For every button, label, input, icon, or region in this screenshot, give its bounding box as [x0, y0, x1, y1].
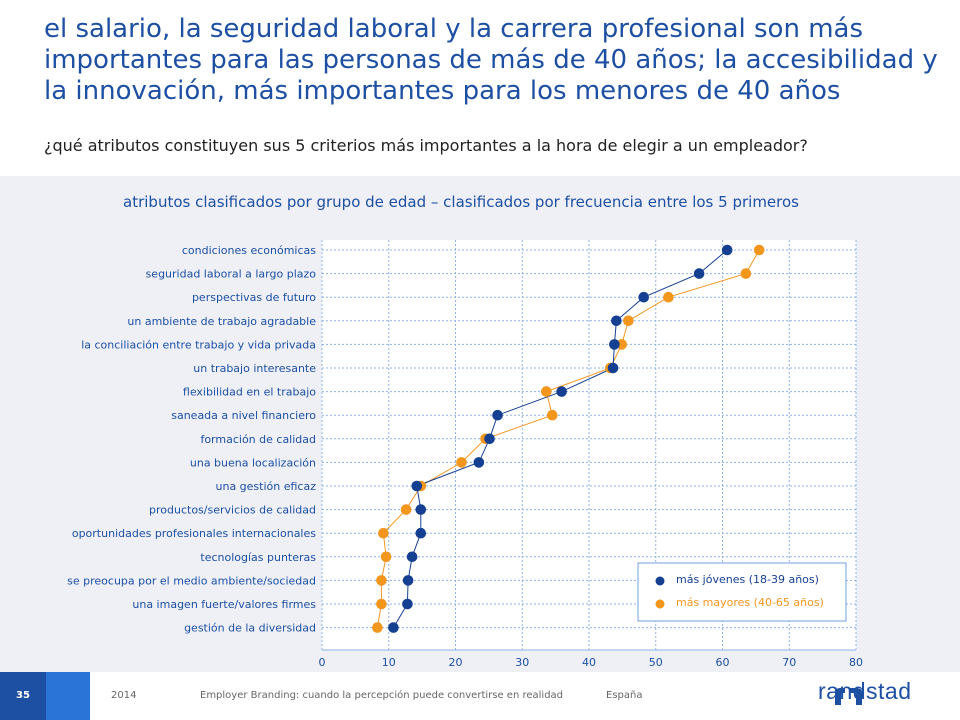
- category-label: una imagen fuerte/valores firmes: [132, 598, 316, 611]
- x-tick-label: 50: [649, 656, 663, 669]
- data-point-series-0: [415, 504, 427, 515]
- data-point-series-1: [378, 527, 389, 539]
- data-point-series-0: [411, 480, 423, 492]
- category-label: formación de calidad: [200, 433, 316, 446]
- data-point-series-1: [372, 622, 383, 633]
- category-label: una buena localización: [190, 456, 316, 469]
- data-point-series-1: [380, 551, 392, 563]
- category-label: tecnologías punteras: [200, 551, 316, 564]
- x-tick-label: 40: [582, 656, 596, 669]
- category-label: productos/servicios de calidad: [149, 504, 316, 517]
- page-title: el salario, la seguridad laboral y la ca…: [44, 14, 938, 106]
- x-tick-label: 20: [449, 656, 463, 669]
- category-label: oportunidades profesionales internaciona…: [72, 527, 316, 540]
- data-point-series-0: [473, 457, 485, 468]
- data-point-series-0: [415, 527, 427, 539]
- data-point-series-1: [740, 268, 752, 279]
- category-label: condiciones económicas: [182, 244, 316, 257]
- x-tick-label: 80: [849, 656, 863, 669]
- data-point-series-1: [456, 457, 467, 468]
- category-label: un trabajo interesante: [193, 362, 316, 375]
- x-tick-label: 10: [382, 656, 396, 669]
- data-point-series-1: [540, 386, 552, 397]
- dot-plot-chart: 0 10 20 30 40 50 60 70 80 condiciones económicas s…: [67, 240, 863, 669]
- data-point-series-0: [607, 362, 619, 374]
- category-label: se preocupa por el medio ambiente/socied…: [67, 574, 316, 587]
- x-tick-label: 30: [515, 656, 529, 669]
- page-subtitle: ¿qué atributos constituyen sus 5 criteri…: [44, 136, 808, 155]
- footer: [0, 672, 960, 720]
- category-label: saneada a nivel financiero: [171, 409, 316, 422]
- x-tick-label: 60: [716, 656, 730, 669]
- data-point-series-1: [663, 291, 674, 303]
- chart-title: atributos clasificados por grupo de edad…: [123, 193, 799, 211]
- data-point-series-0: [556, 386, 567, 397]
- footer-text: Employer Branding: cuando la percepción …: [200, 690, 564, 701]
- legend-label-1: más mayores (40-65 años): [676, 596, 824, 609]
- category-label: flexibilidad en el trabajo: [183, 386, 316, 399]
- legend-marker-1: [655, 599, 665, 609]
- category-label: seguridad laboral a largo plazo: [146, 268, 317, 281]
- category-label: un ambiente de trabajo agradable: [127, 315, 316, 328]
- data-point-series-0: [721, 244, 733, 256]
- category-label: gestión de la diversidad: [184, 622, 316, 635]
- x-tick-label: 0: [319, 656, 326, 669]
- data-point-series-0: [638, 291, 650, 303]
- data-point-series-1: [376, 598, 387, 610]
- category-label: una gestión eficaz: [216, 480, 317, 493]
- data-point-series-0: [402, 575, 414, 586]
- data-point-series-0: [611, 315, 622, 327]
- footer-country: España: [606, 690, 643, 701]
- category-label: perspectivas de futuro: [192, 291, 316, 304]
- legend-box: [637, 562, 847, 622]
- randstad-logo-icon: [835, 688, 862, 705]
- data-point-series-1: [753, 244, 765, 256]
- footer-year: 2014: [111, 690, 137, 701]
- data-point-series-0: [609, 339, 620, 350]
- category-label: la conciliación entre trabajo y vida pri…: [81, 338, 316, 351]
- data-point-series-1: [623, 315, 634, 327]
- data-point-series-0: [693, 268, 705, 279]
- x-tick-label: 70: [782, 656, 796, 669]
- data-point-series-0: [402, 598, 413, 610]
- data-point-series-1: [376, 575, 387, 586]
- data-point-series-0: [492, 409, 503, 421]
- data-point-series-0: [406, 551, 418, 563]
- footer-accent-bar: [46, 672, 90, 720]
- legend-marker-0: [655, 576, 665, 586]
- data-point-series-1: [616, 339, 628, 350]
- logo-text: randstad: [818, 678, 912, 704]
- data-point-series-0: [388, 622, 399, 633]
- data-point-series-1: [546, 409, 558, 421]
- data-point-series-0: [484, 433, 495, 445]
- data-point-series-1: [400, 504, 412, 515]
- legend-label-0: más jóvenes (18-39 años): [676, 573, 819, 586]
- page-number: 35: [0, 672, 46, 720]
